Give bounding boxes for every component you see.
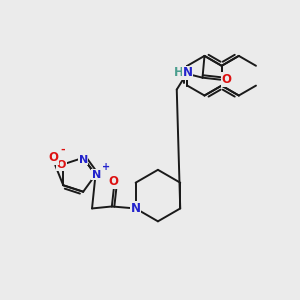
Text: N: N [183, 66, 193, 79]
Text: O: O [48, 151, 58, 164]
Text: -: - [60, 145, 65, 154]
Text: O: O [109, 175, 119, 188]
Text: +: + [102, 162, 111, 172]
Text: H: H [174, 66, 184, 79]
Text: O: O [221, 73, 231, 86]
Text: N: N [130, 202, 141, 215]
Text: O: O [57, 160, 66, 170]
Text: N: N [92, 170, 101, 180]
Text: N: N [79, 155, 88, 165]
